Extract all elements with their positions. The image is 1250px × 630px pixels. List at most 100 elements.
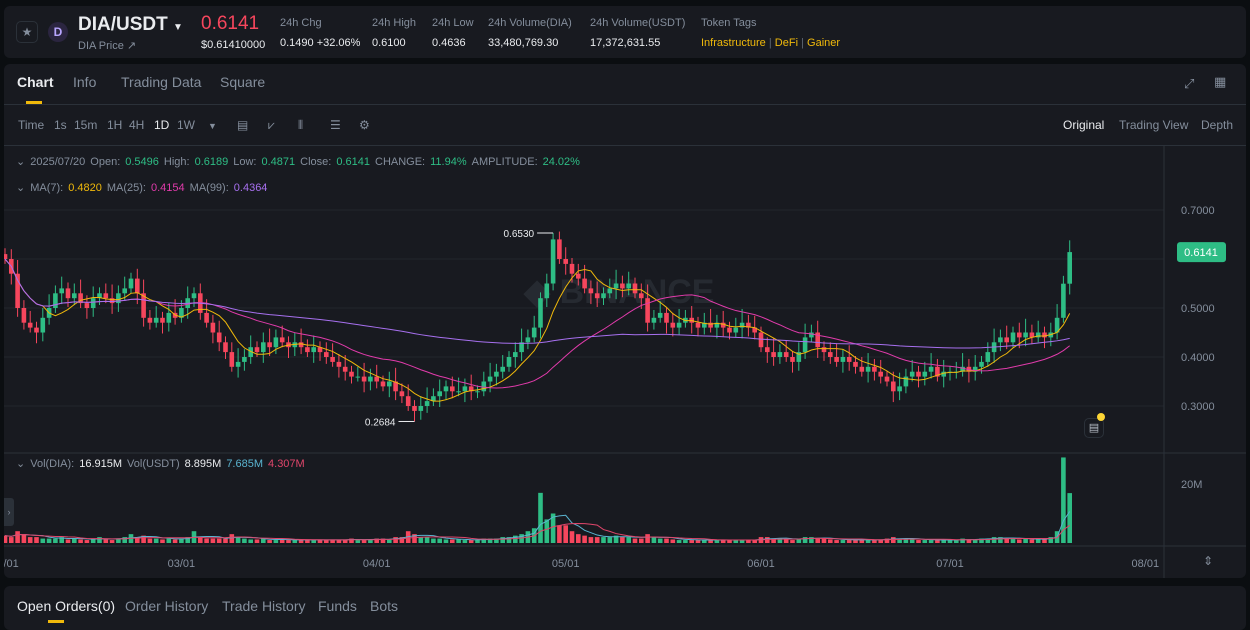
candle-body [998,337,1003,343]
candle-body [405,396,411,406]
ma-legend: ⌄ MA(7): 0.4820 MA(25): 0.4154 MA(99): 0.4364 [16,182,268,194]
view-trading-view[interactable]: Trading View [1119,118,1189,132]
tab-chart[interactable]: Chart [17,74,54,90]
volume-bar [412,534,417,543]
volume-bar [802,537,808,543]
candle-type-icon[interactable]: ⫴ [298,118,304,132]
volume-bar [909,539,915,543]
volume-bar [720,540,726,543]
volume-bar [336,540,342,543]
candle-body [1010,332,1016,343]
volume-bar [657,538,663,543]
tab-funds[interactable]: Funds [318,598,357,614]
volume-bar [443,539,449,543]
volume-bar [235,537,241,543]
volume-bar [160,539,165,543]
volume-bar [1017,539,1022,543]
candle-body [393,381,398,392]
candle-body [368,376,373,382]
fullscreen-icon[interactable]: ⤢ [1184,76,1195,91]
candle-body [374,376,379,382]
tab-square[interactable]: Square [220,74,266,90]
candle-body [166,312,172,323]
volume-bar [1067,493,1072,543]
volume-bar [59,537,64,543]
scale-toggle-icon[interactable]: ⇕ [1203,554,1214,568]
candle-body [544,283,550,299]
candle-body [979,361,984,367]
volume-bar [204,538,209,543]
candle-body [431,396,436,402]
volume-bar [298,539,304,543]
interval-15m[interactable]: 15m [74,118,98,132]
candle-body [645,298,650,323]
candle-body [179,308,184,318]
candle-body [903,376,909,387]
candle-body [15,273,20,308]
interval-1d[interactable]: 1D [154,118,170,132]
candle-body [72,293,77,299]
settings-gear-icon[interactable]: ⚙ [359,118,370,132]
candle-body [985,352,991,362]
volume-tick-label: 20M [1181,479,1202,491]
pair-selector[interactable]: DIA/USDT ▼ [78,14,183,36]
candle-body [884,376,890,382]
volume-bar [500,537,505,543]
volume-bar [966,539,972,543]
volume-bar [790,540,795,543]
dia-price-link[interactable]: DIA Price ↗ [78,40,137,52]
display-settings-icon[interactable]: ☰ [330,118,341,132]
candle-body [261,342,266,353]
volume-bar [462,540,468,543]
interval-time[interactable]: Time [18,118,45,132]
view-original[interactable]: Original [1063,118,1105,132]
news-icon[interactable]: ▤ [1084,418,1104,438]
candle-body [387,381,392,387]
candle-body [122,288,127,294]
tab-order-history[interactable]: Order History [125,598,209,614]
calendar-icon[interactable]: ▤ [237,118,249,132]
volume-bar [821,538,827,543]
candle-body [267,342,272,348]
candle-body [626,283,631,289]
tag-infrastructure[interactable]: Infrastructure [701,37,766,49]
interval-4h[interactable]: 4H [129,118,145,132]
candle-body [727,327,732,333]
interval-1s[interactable]: 1s [54,118,67,132]
favorite-star-icon[interactable]: ★ [16,21,38,43]
volume-bar [972,539,978,543]
candle-body [361,376,367,382]
candle-body [613,283,619,289]
more-intervals-chevron-icon[interactable]: ▼ [208,121,217,131]
tab-info[interactable]: Info [73,74,97,90]
tag-gainer[interactable]: Gainer [807,37,841,49]
volume-bar [550,513,556,543]
volume-bar [765,537,770,543]
notification-dot [1097,413,1105,421]
candle-body [59,288,64,294]
candle-body [909,371,915,377]
candle-body [865,366,871,372]
view-depth[interactable]: Depth [1201,118,1234,132]
volume-bar [809,537,814,543]
candle-body [828,352,833,357]
volume-bar [380,538,386,543]
volume-bar [153,538,159,543]
expand-handle-icon[interactable]: › [4,498,14,526]
volume-bar [487,538,493,543]
extreme-price-label: 0.2684 [365,417,396,428]
indicator-icon[interactable]: ⩗ [268,118,275,132]
interval-1w[interactable]: 1W [177,118,195,132]
candle-body [141,293,146,318]
tag-defi[interactable]: DeFi [774,37,799,49]
layout-grid-icon[interactable]: ▦ [1214,74,1227,89]
tab-bots[interactable]: Bots [370,598,399,614]
volume-bar [424,537,430,543]
candle-body [254,347,260,353]
tab-trading-data[interactable]: Trading Data [121,74,202,90]
volume-bar [771,538,776,543]
tab-open-orders[interactable]: Open Orders(0) [17,598,116,614]
tab-trade-history[interactable]: Trade History [222,598,306,614]
price-chart[interactable]: 0.7000 0.5000 0.4000 0.3000 20M 02/01 03/01 04/… [4,146,1246,578]
interval-1h[interactable]: 1H [107,118,123,132]
